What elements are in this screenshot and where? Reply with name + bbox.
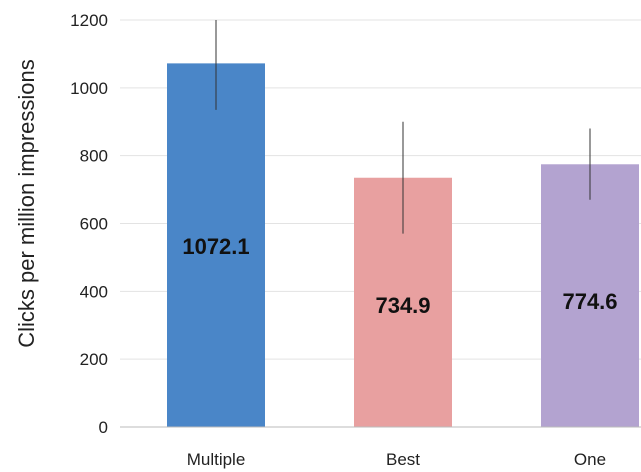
y-tick-label: 0 — [99, 418, 108, 437]
data-label-multiple: 1072.1 — [182, 234, 249, 259]
y-tick-label: 600 — [80, 215, 108, 234]
y-tick-label: 1000 — [70, 79, 108, 98]
y-tick-label: 400 — [80, 282, 108, 301]
bar-one — [541, 164, 639, 427]
y-tick-label: 800 — [80, 147, 108, 166]
error-bars — [215, 20, 591, 234]
y-axis-ticks: 0 200 400 600 800 1000 1200 — [70, 11, 108, 437]
y-axis-label: Clicks per million impressions — [14, 59, 39, 348]
x-axis-labels: Multiple Best One — [187, 450, 606, 469]
y-tick-label: 200 — [80, 350, 108, 369]
x-tick-label-multiple: Multiple — [187, 450, 246, 469]
bar-multiple — [167, 63, 265, 427]
x-tick-label-best: Best — [386, 450, 420, 469]
data-label-one: 774.6 — [562, 289, 617, 314]
x-tick-label-one: One — [574, 450, 606, 469]
data-labels: 1072.1 734.9 774.6 — [182, 234, 617, 318]
y-tick-label: 1200 — [70, 11, 108, 30]
data-label-best: 734.9 — [375, 293, 430, 318]
